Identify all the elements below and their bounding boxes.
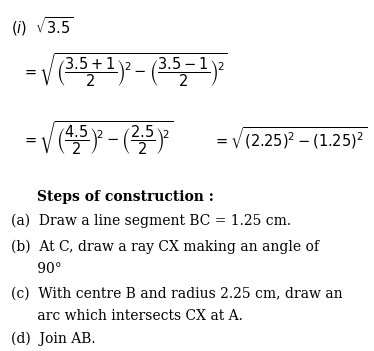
Text: 90°: 90° xyxy=(11,261,62,276)
Text: (a)  Draw a line segment BC = 1.25 cm.: (a) Draw a line segment BC = 1.25 cm. xyxy=(11,214,291,228)
Text: (d)  Join AB.: (d) Join AB. xyxy=(11,331,96,345)
Text: Steps of construction :: Steps of construction : xyxy=(37,190,214,204)
Text: $= \sqrt{\left(\dfrac{4.5}{2}\right)^{\!2} - \left(\dfrac{2.5}{2}\right)^{\!2}}$: $= \sqrt{\left(\dfrac{4.5}{2}\right)^{\!… xyxy=(22,120,174,157)
Text: arc which intersects CX at A.: arc which intersects CX at A. xyxy=(11,309,243,323)
Text: (c)  With centre B and radius 2.25 cm, draw an: (c) With centre B and radius 2.25 cm, dr… xyxy=(11,287,343,301)
Text: $= \sqrt{(2.25)^2-(1.25)^2}$: $= \sqrt{(2.25)^2-(1.25)^2}$ xyxy=(213,126,367,151)
Text: (b)  At C, draw a ray CX making an angle of: (b) At C, draw a ray CX making an angle … xyxy=(11,240,319,254)
Text: $(i)$  $\sqrt{3.5}$: $(i)$ $\sqrt{3.5}$ xyxy=(11,15,74,38)
Text: $= \sqrt{\left(\dfrac{3.5+1}{2}\right)^{\!2} - \left(\dfrac{3.5-1}{2}\right)^{\!: $= \sqrt{\left(\dfrac{3.5+1}{2}\right)^{… xyxy=(22,52,229,89)
